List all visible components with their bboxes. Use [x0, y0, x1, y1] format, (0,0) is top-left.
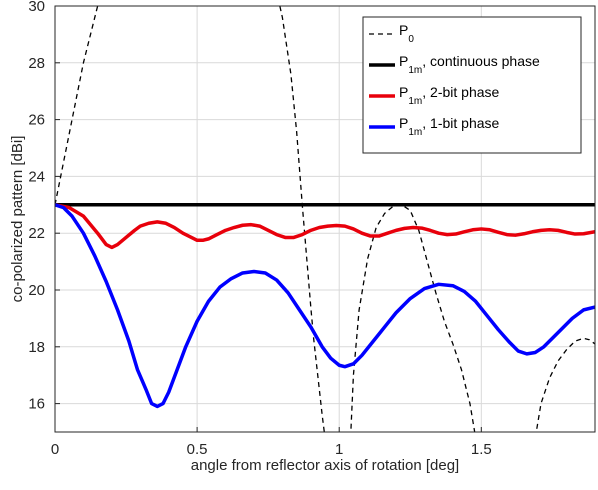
y-tick-label: 16 — [28, 396, 45, 413]
series-line-0 — [350, 204, 476, 432]
legend-entry-3: P1m, 1-bit phase — [399, 115, 500, 138]
x-tick-label: 0.5 — [187, 441, 208, 458]
series-line-2 — [55, 203, 595, 250]
y-tick-label: 22 — [28, 225, 45, 242]
x-axis-label: angle from reflector axis of rotation [d… — [191, 457, 459, 474]
legend-box — [362, 16, 582, 154]
legend: P0 P1m, continuous phase P1m, 2-bit phase P… — [362, 16, 582, 154]
y-tick-label: 24 — [28, 168, 45, 185]
legend-entry-0: P0 — [399, 22, 414, 45]
y-tick-label: 26 — [28, 112, 45, 129]
x-tick-label: 0 — [51, 441, 59, 458]
y-tick-label: 18 — [28, 339, 45, 356]
series-layer — [55, 6, 595, 432]
series-line-3 — [55, 203, 595, 409]
plot-frame — [54, 5, 596, 433]
y-axis-label: co-polarized pattern [dBi] — [9, 136, 26, 303]
series-line-0 — [535, 337, 595, 432]
legend-entry-1: P1m, continuous phase — [399, 53, 540, 76]
legend-entry-2: P1m, 2-bit phase — [399, 84, 500, 107]
y-tick-label: 28 — [28, 55, 45, 72]
tick-layer: 0 0.5 1 1.5 16 18 20 22 24 26 28 30 — [28, 0, 491, 458]
x-tick-label: 1 — [335, 441, 343, 458]
y-tick-label: 30 — [28, 0, 45, 15]
x-tick-label: 1.5 — [471, 441, 492, 458]
y-tick-label: 20 — [28, 282, 45, 299]
series-line-0 — [55, 6, 325, 432]
